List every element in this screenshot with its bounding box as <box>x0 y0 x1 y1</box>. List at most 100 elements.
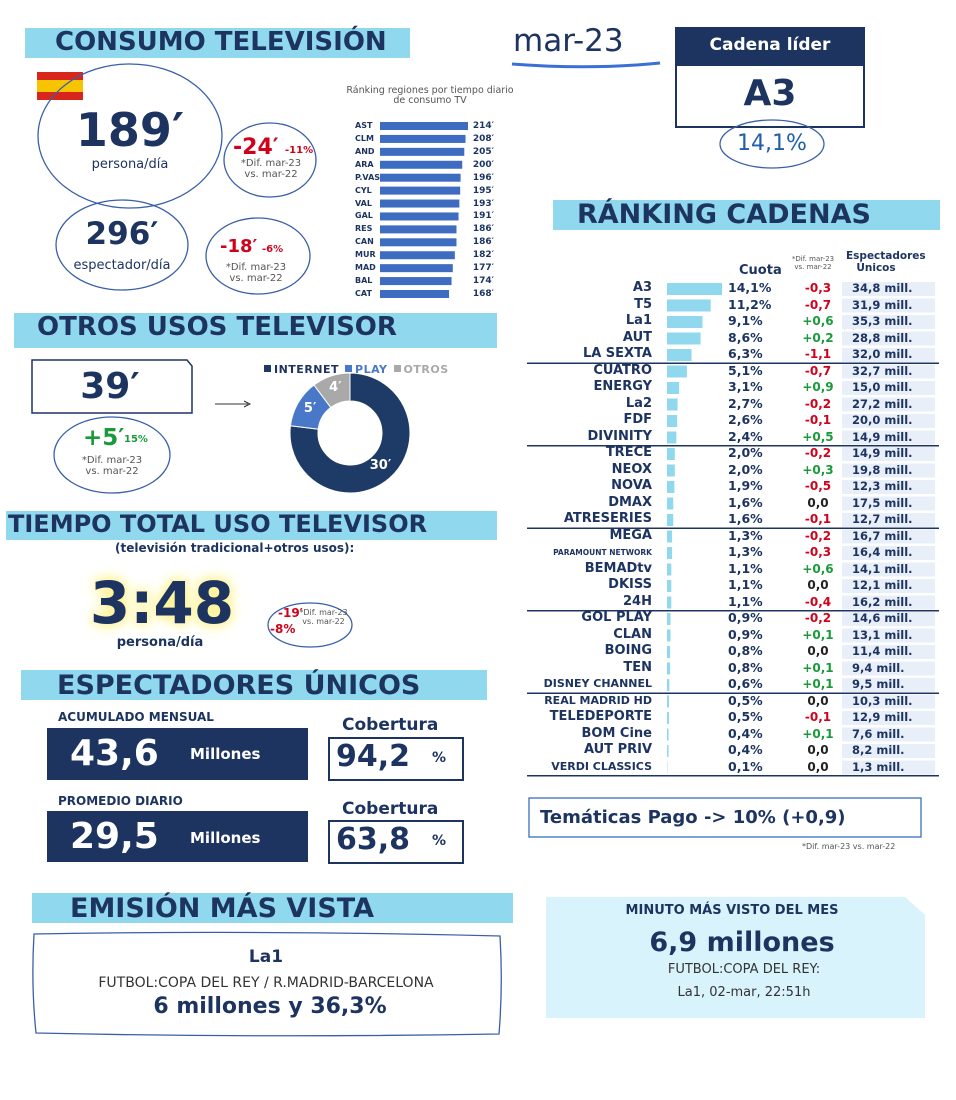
viewer-diff-pct: -6% <box>262 244 284 255</box>
viewers-bg <box>842 496 935 511</box>
viewers-bg <box>842 381 935 395</box>
viewers-bg <box>842 298 935 313</box>
region-value: 186′ <box>472 224 494 235</box>
share-bar <box>667 530 673 543</box>
donut-label: 30′ <box>369 458 392 474</box>
region-value: 174′ <box>472 276 494 287</box>
channel-name: DIVINITY <box>587 428 652 444</box>
ellipse <box>267 602 353 648</box>
share-bar <box>667 547 673 559</box>
share-diff: -0,2 <box>804 396 832 411</box>
viewers-bg <box>842 447 935 461</box>
share-diff: +0,6 <box>802 561 834 576</box>
share-value: 0,8% <box>728 659 763 675</box>
share-diff: -0,7 <box>804 363 832 378</box>
section-title: TIEMPO TOTAL USO TELEVISOR <box>8 510 428 538</box>
viewers-bg <box>842 711 935 725</box>
share-diff: -0,3 <box>804 281 832 295</box>
viewers-bg <box>842 430 935 445</box>
section-band <box>21 670 487 700</box>
channel-name: TEN <box>623 659 652 675</box>
region-bar <box>380 122 468 130</box>
channel-name: NOVA <box>611 478 652 494</box>
viewers-value: 1,3 mill. <box>852 759 905 774</box>
share-diff: -1,1 <box>804 347 832 361</box>
viewers-bg <box>842 645 935 659</box>
share-bar <box>667 316 703 328</box>
share-value: 0,9% <box>728 610 763 625</box>
channel-name: VERDI CLASSICS <box>551 759 652 773</box>
value-box <box>47 811 308 862</box>
share-value: 1,6% <box>728 511 763 526</box>
viewers-bg <box>842 331 935 346</box>
region-bar <box>380 290 450 298</box>
minute-title: MINUTO MÁS VISTO DEL MES <box>625 903 839 918</box>
viewers-value: 12,9 mill. <box>852 710 913 724</box>
share-value: 0,6% <box>728 676 763 691</box>
region-value: 193′ <box>472 198 494 209</box>
viewers-bg <box>842 397 935 412</box>
flag <box>37 72 83 100</box>
viewers-bg <box>842 480 935 494</box>
monthly-value: 43,6 <box>70 733 159 774</box>
minutes-box <box>31 359 193 414</box>
share-bar <box>667 497 674 510</box>
section-title: RÁNKING CADENAS <box>577 199 871 230</box>
channel-name: La1 <box>625 313 652 329</box>
viewers-bg <box>842 694 935 709</box>
daily-unit: Millones <box>190 829 261 847</box>
section-title: EMISIÓN MÁS VISTA <box>70 893 375 924</box>
minute-box <box>546 897 925 1018</box>
region-label: RES <box>355 224 373 234</box>
share-diff: -0,2 <box>804 611 832 625</box>
legend: INTERNET PLAY OTROS <box>258 363 449 377</box>
share-value: 14,1% <box>728 280 772 295</box>
viewers-bg <box>842 364 935 379</box>
channel-name: BOM Cine <box>581 725 653 741</box>
share-bar <box>667 398 678 411</box>
share-bar <box>667 596 672 609</box>
viewers-value: 16,4 mill. <box>852 545 913 559</box>
legend-swatch <box>264 365 271 372</box>
section-band <box>6 511 497 540</box>
share-bar <box>667 349 692 361</box>
coverage-box <box>328 737 464 781</box>
region-value: 200′ <box>472 159 494 170</box>
total-note: *Dif. mar-23 vs. mar-22 <box>299 608 348 626</box>
channel-name: La2 <box>625 395 652 411</box>
share-bar <box>667 580 672 592</box>
share-value: 1,9% <box>728 478 763 493</box>
share-bar <box>667 481 675 493</box>
daily-coverage-unit: % <box>432 833 447 849</box>
title: CONSUMO TELEVISIÓN <box>55 27 387 57</box>
share-value: 1,6% <box>728 494 763 510</box>
region-bar <box>380 212 459 221</box>
monthly-coverage-unit: % <box>432 750 447 766</box>
share-bar <box>667 382 680 394</box>
viewers-value: 14,9 mill. <box>852 429 913 444</box>
channel-name: AUT <box>622 329 652 345</box>
viewers-value: 14,9 mill. <box>852 446 913 460</box>
viewers-header: Espectadores Únicos <box>846 250 926 275</box>
share-diff: +0,1 <box>802 627 834 642</box>
share-header: Cuota <box>739 263 782 278</box>
region-bar <box>380 277 452 286</box>
share-value: 2,6% <box>728 412 763 427</box>
share-value: 1,3% <box>728 527 763 543</box>
total-unit: persona/día <box>116 635 204 650</box>
legend-swatch <box>393 365 401 372</box>
person-unit: persona/día <box>91 157 169 172</box>
viewers-value: 13,1 mill. <box>852 627 913 642</box>
region-bar <box>380 199 460 208</box>
share-bar <box>667 745 669 757</box>
viewers-value: 11,4 mill. <box>852 644 913 658</box>
channel-name: DMAX <box>608 494 652 510</box>
region-label: ARA <box>355 159 374 169</box>
broadcast-box <box>32 931 502 1037</box>
viewers-value: 17,5 mill. <box>852 495 913 510</box>
share-diff: -0,1 <box>804 710 832 724</box>
channel-name: CLAN <box>613 626 652 642</box>
legend-label: PLAY <box>355 363 388 376</box>
donut-segment <box>289 372 411 494</box>
share-diff: 0,0 <box>807 743 829 757</box>
